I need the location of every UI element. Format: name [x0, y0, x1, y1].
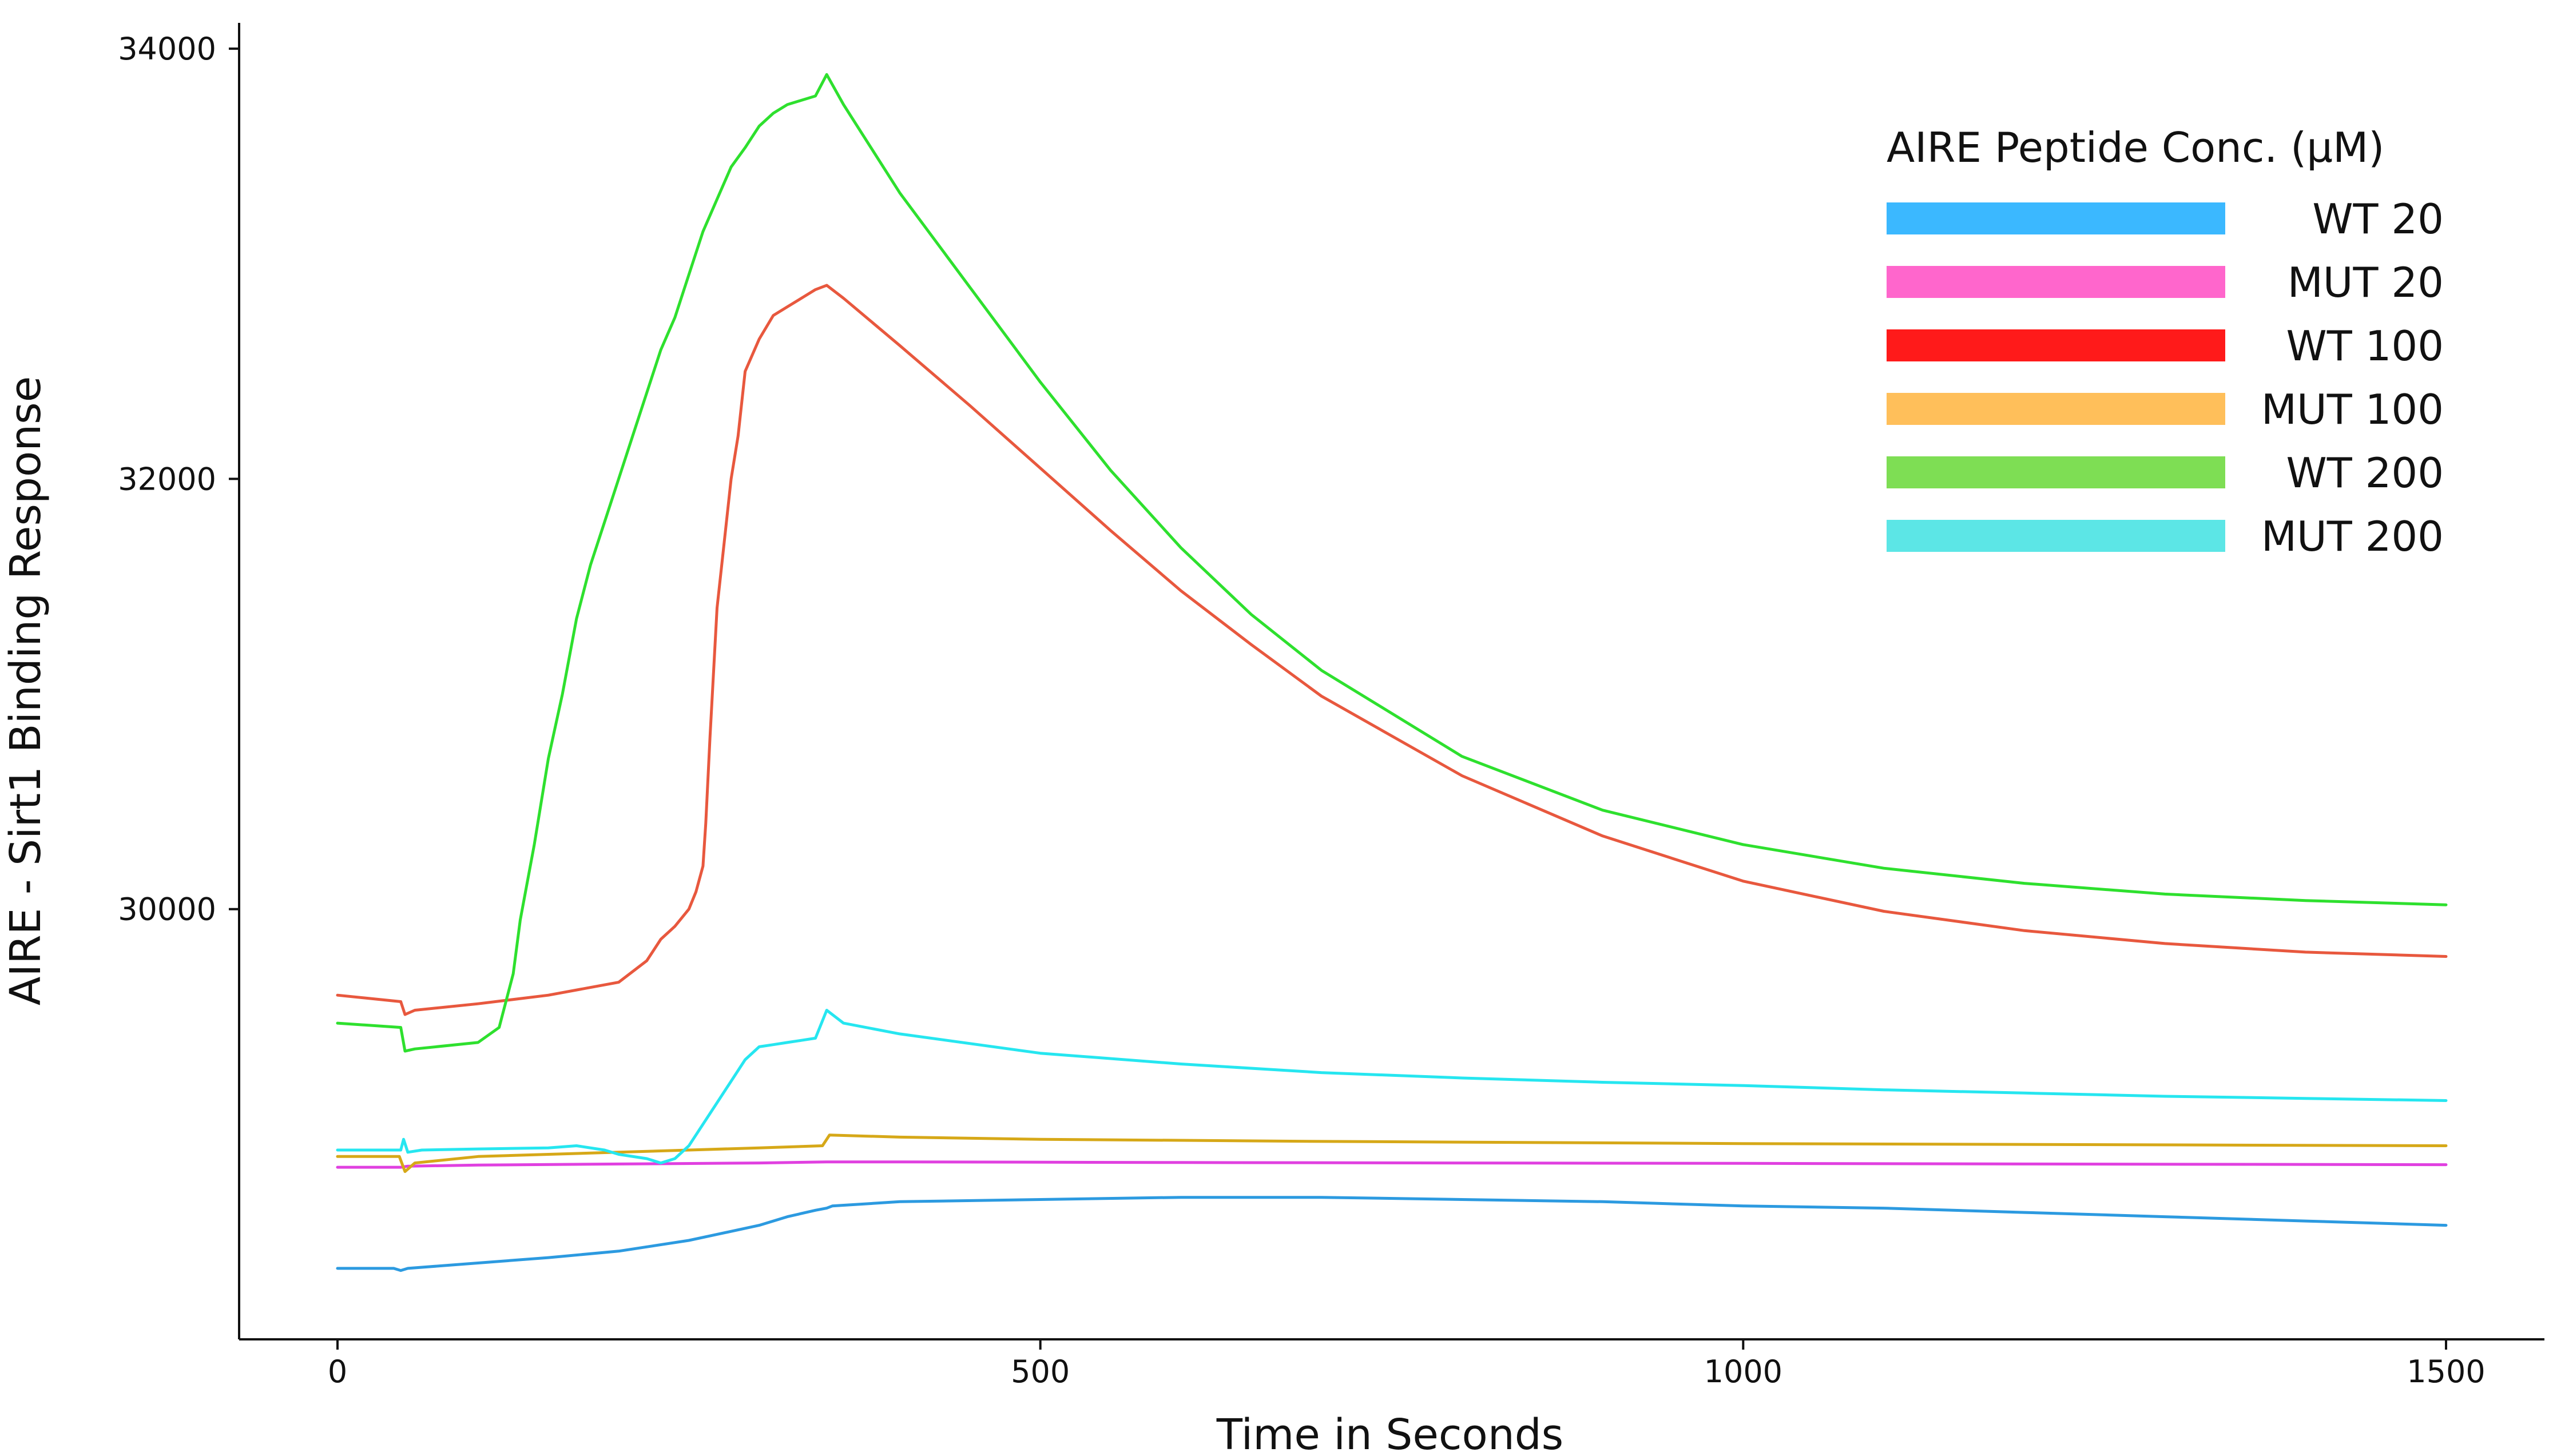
y-tick-label: 32000: [118, 461, 216, 497]
legend-label-mut-200: MUT 200: [2261, 512, 2444, 560]
series-line-mut-200: [336, 1009, 2448, 1165]
series-line-wt-20: [336, 1196, 2448, 1272]
legend-label-wt-200: WT 200: [2286, 449, 2444, 497]
legend-label-mut-20: MUT 20: [2288, 258, 2444, 307]
legend-swatch-wt-20: [1887, 202, 2225, 234]
legend-swatch-wt-200: [1887, 456, 2225, 488]
axes: [238, 23, 2544, 1340]
legend-label-wt-100: WT 100: [2286, 322, 2444, 370]
y-tick-label: 34000: [118, 31, 216, 67]
legend-title: AIRE Peptide Conc. (µM): [1887, 124, 2384, 172]
series-line-mut-20: [336, 1160, 2448, 1169]
x-tick-label: 1500: [2407, 1354, 2485, 1390]
series-line-wt-100: [336, 284, 2448, 1016]
series-line-wt-200: [336, 73, 2448, 1053]
legend-swatch-mut-20: [1887, 266, 2225, 298]
x-tick-label: 500: [1011, 1354, 1070, 1390]
legend: AIRE Peptide Conc. (µM) WT 20 MUT 20 WT 10…: [1887, 124, 2444, 560]
x-axis-title: Time in Seconds: [1216, 1410, 1564, 1456]
series-line-mut-100: [336, 1133, 2448, 1173]
legend-swatch-wt-100: [1887, 329, 2225, 361]
x-tick-label: 0: [328, 1354, 347, 1390]
y-tick-label: 30000: [118, 892, 216, 928]
legend-entries: WT 20 MUT 20 WT 100 MUT 100 WT 200 MUT 200: [1887, 195, 2444, 560]
legend-swatch-mut-200: [1887, 520, 2225, 552]
y-axis-title: AIRE - Sirt1 Binding Response: [1, 376, 50, 1006]
legend-label-wt-20: WT 20: [2312, 195, 2444, 243]
x-tick-label: 1000: [1704, 1354, 1782, 1390]
legend-label-mut-100: MUT 100: [2261, 385, 2444, 433]
legend-swatch-mut-100: [1887, 393, 2225, 425]
series-lines: [336, 73, 2448, 1272]
tick-marks: 0 500 1000 1500 30000 32000 34000: [118, 31, 2486, 1390]
